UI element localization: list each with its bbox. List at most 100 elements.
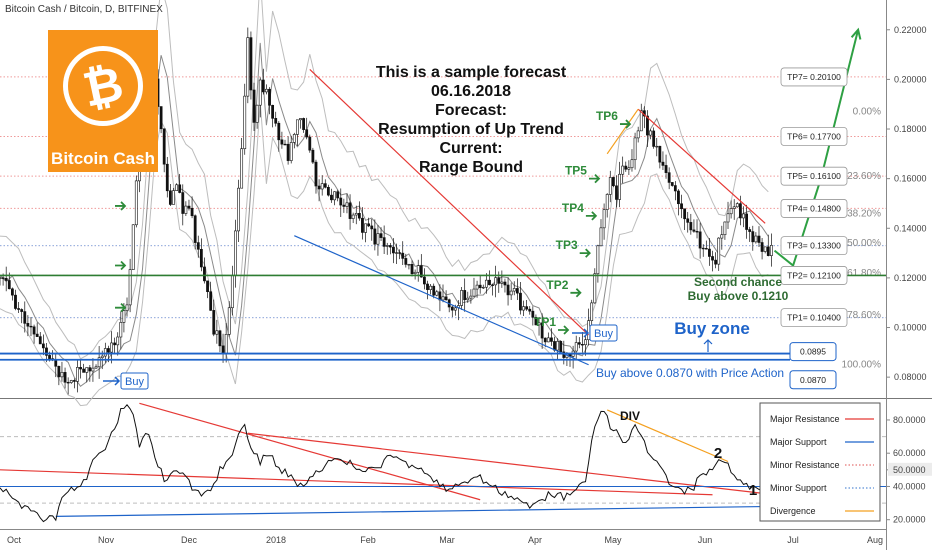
buy-level-box-label: 0.0870	[800, 375, 826, 385]
candle-body	[748, 229, 752, 232]
candle-body	[218, 330, 222, 347]
candle-body	[314, 161, 318, 187]
candle-body	[751, 231, 755, 243]
candle-body	[444, 296, 448, 301]
candle-body	[41, 343, 45, 349]
candle-body	[611, 177, 615, 187]
candle-body	[7, 280, 11, 290]
candle-body	[577, 342, 581, 345]
price-tick-label: 0.22000	[894, 25, 927, 35]
fib-level-label: 0.00%	[853, 107, 881, 118]
candle-body	[655, 145, 659, 148]
target-box-label: TP7= 0.20100	[787, 72, 841, 82]
candle-body	[453, 307, 457, 311]
candle-body	[537, 322, 541, 326]
time-tick-label: Feb	[360, 535, 376, 545]
candle-body	[116, 336, 120, 346]
candle-body	[590, 302, 594, 321]
candle-body	[701, 247, 705, 250]
target-box: TP7= 0.20100	[780, 67, 848, 87]
candle-body	[423, 276, 426, 285]
candle-body	[302, 118, 305, 130]
osc-trendline-osc-support-1	[55, 505, 775, 517]
candle-body	[323, 183, 327, 188]
forecast-text-line: 06.16.2018	[431, 83, 511, 100]
candle-body	[546, 337, 550, 343]
time-tick-label: Dec	[181, 535, 198, 545]
candle-body	[488, 279, 491, 286]
forecast-text-line: This is a sample forecast	[376, 64, 567, 81]
candle-body	[292, 134, 296, 143]
candle-body	[100, 355, 104, 359]
candle-body	[587, 320, 591, 341]
candle-body	[407, 264, 411, 266]
candle-body	[110, 342, 113, 353]
candle-body	[382, 237, 386, 247]
candle-body	[686, 218, 690, 223]
time-tick-label: Jul	[787, 535, 799, 545]
candle-body	[361, 217, 364, 233]
tp-step-arrow	[588, 174, 601, 184]
candle-body	[134, 180, 138, 226]
candle-body	[17, 308, 20, 310]
forecast-arrow-head	[850, 27, 862, 40]
divergence-label: DIV	[620, 409, 640, 423]
candle-body	[522, 306, 525, 311]
osc-tick-label: 60.0000	[893, 448, 926, 458]
candle-body	[379, 233, 383, 238]
tp-step-arrow	[619, 119, 632, 129]
candle-body	[113, 342, 117, 346]
candle-body	[512, 288, 516, 292]
candle-body	[633, 137, 637, 161]
candle-body	[627, 167, 631, 170]
candle-body	[692, 229, 696, 232]
candle-body	[475, 284, 479, 290]
price-tick-label: 0.16000	[894, 174, 927, 184]
candle-body	[469, 295, 473, 299]
candle-body	[515, 288, 519, 294]
candle-body	[745, 213, 748, 230]
candle-body	[639, 110, 643, 132]
time-tick-label: 2018	[266, 535, 286, 545]
chart-title: Bitcoin Cash / Bitcoin, D, BITFINEX	[5, 4, 163, 15]
candle-body	[181, 192, 185, 214]
candle-body	[398, 252, 402, 254]
buy-marker-label: Buy	[594, 328, 613, 340]
legend: Major Resistance Major Support Minor Resis…	[759, 402, 881, 522]
candle-body	[401, 252, 405, 259]
candle-body	[584, 339, 587, 346]
osc-trendline-osc-resistance-2	[139, 402, 481, 501]
candle-body	[720, 234, 724, 239]
time-tick-label: Apr	[528, 535, 542, 545]
fib-level-label: 38.20%	[847, 208, 881, 219]
trendline-resistance-2	[637, 108, 766, 224]
candle-body	[26, 323, 30, 327]
candle-body	[107, 348, 110, 353]
candle-body	[69, 380, 73, 383]
target-box-label: TP1= 0.10400	[787, 313, 841, 323]
buy-marker-label: Buy	[125, 376, 144, 388]
candle-body	[677, 190, 680, 205]
candle-body	[525, 306, 529, 310]
candle-body	[426, 283, 429, 290]
candle-body	[543, 337, 547, 343]
candle-body	[680, 203, 683, 210]
candle-body	[388, 245, 392, 248]
price-tick-label: 0.18000	[894, 124, 927, 134]
candle-body	[97, 357, 101, 368]
fib-level-label: 78.60%	[847, 310, 881, 321]
oscillator-line	[0, 404, 769, 523]
candle-body	[689, 222, 693, 231]
tp-step-label: TP4	[562, 201, 584, 215]
candle-body	[624, 165, 628, 170]
candle-body	[354, 213, 358, 216]
candle-body	[305, 129, 309, 138]
candle-body	[704, 248, 708, 250]
candle-body	[364, 223, 367, 233]
candle-body	[581, 343, 584, 346]
target-box: TP1= 0.10400	[780, 308, 848, 328]
target-box: TP6= 0.17700	[780, 127, 848, 146]
candle-body	[234, 230, 237, 277]
candle-body	[395, 252, 398, 254]
candle-body	[295, 119, 299, 135]
